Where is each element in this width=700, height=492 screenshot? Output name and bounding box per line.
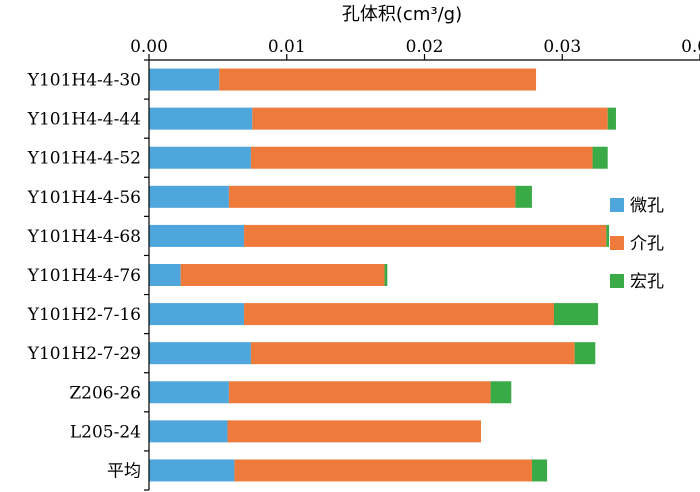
- x-tick-label: 0.02: [406, 37, 444, 57]
- bar-segment: [149, 185, 229, 208]
- bar-segment: [515, 185, 532, 208]
- bar-segment: [234, 459, 532, 482]
- bar-segment: [149, 224, 245, 247]
- bar-segment: [607, 107, 616, 130]
- y-category-label: Y101H2-7-29: [27, 344, 141, 364]
- legend-swatch: [610, 236, 624, 250]
- bar-segment: [490, 381, 512, 404]
- legend-swatch: [610, 274, 624, 288]
- bars-group: [149, 68, 616, 482]
- bar-segment: [592, 146, 608, 169]
- y-category-label: Y101H4-4-30: [27, 71, 141, 91]
- legend-label: 宏孔: [630, 272, 664, 292]
- x-tick-label: 0.00: [130, 37, 168, 57]
- bar-segment: [244, 224, 607, 247]
- bar-segment: [219, 68, 537, 91]
- x-tick-label: 0.01: [268, 37, 306, 57]
- bar-segment: [574, 342, 596, 365]
- axes-group: [148, 59, 700, 490]
- bar-segment: [384, 264, 388, 286]
- x-tick-label: 0.04: [681, 37, 700, 57]
- y-category-label: 平均: [107, 461, 141, 481]
- bar-segment: [606, 224, 610, 247]
- bar-segment: [244, 303, 554, 326]
- legend-swatch: [610, 198, 624, 212]
- bar-segment: [252, 107, 608, 130]
- y-category-label: Y101H4-4-76: [27, 266, 141, 286]
- bar-segment: [180, 264, 385, 286]
- legend-label: 介孔: [630, 234, 664, 254]
- bar-segment: [228, 185, 516, 208]
- y-category-label: Y101H4-4-52: [27, 149, 141, 169]
- bar-segment: [149, 420, 228, 443]
- x-axis-ticks: 0.00 0.01 0.02 0.03 0.04: [130, 37, 700, 60]
- bar-segment: [149, 264, 181, 286]
- bar-segment: [553, 303, 599, 326]
- bar-segment: [250, 146, 593, 169]
- bar-segment: [250, 342, 575, 365]
- y-category-label: Y101H4-4-68: [27, 227, 141, 247]
- bar-segment: [149, 107, 253, 130]
- bar-segment: [228, 381, 491, 404]
- bar-segment: [149, 68, 220, 91]
- bar-segment: [149, 381, 229, 404]
- y-category-label: Y101H4-4-56: [27, 188, 141, 208]
- x-axis-title: 孔体积(cm³/g): [342, 4, 462, 25]
- bar-segment: [149, 303, 245, 326]
- y-category-label: Z206-26: [69, 383, 141, 403]
- bar-segment: [149, 146, 251, 169]
- x-tick-label: 0.03: [543, 37, 581, 57]
- y-category-label: Y101H4-4-44: [27, 110, 141, 130]
- bar-segment: [149, 342, 251, 365]
- y-category-label: Y101H2-7-16: [27, 305, 141, 325]
- legend-label: 微孔: [630, 196, 664, 216]
- y-category-label: L205-24: [70, 422, 141, 442]
- y-axis-labels: Y101H4-4-30 Y101H4-4-44 Y101H4-4-52 Y101H4-…: [27, 59, 149, 491]
- bar-segment: [531, 459, 548, 482]
- bar-segment: [149, 459, 235, 482]
- bar-segment: [227, 420, 481, 443]
